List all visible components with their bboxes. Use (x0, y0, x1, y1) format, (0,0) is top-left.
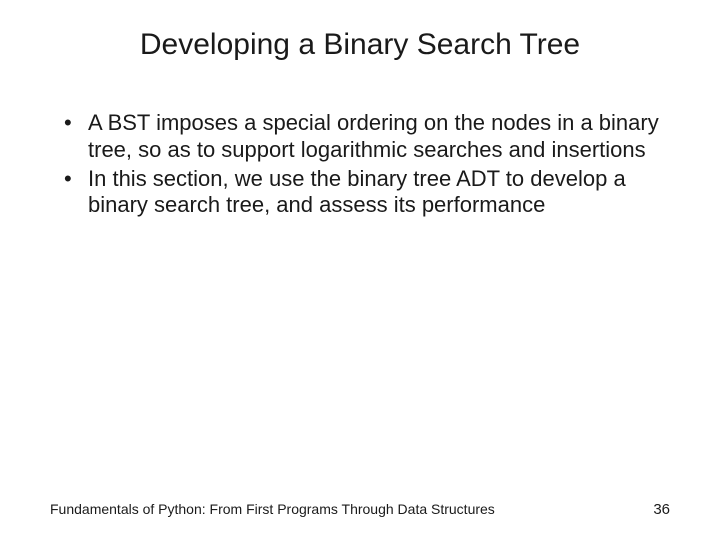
slide-container: Developing a Binary Search Tree A BST im… (0, 0, 720, 540)
bullet-item: In this section, we use the binary tree … (58, 166, 670, 220)
slide-content: A BST imposes a special ordering on the … (50, 110, 670, 219)
slide-footer: Fundamentals of Python: From First Progr… (50, 501, 670, 518)
bullet-item: A BST imposes a special ordering on the … (58, 110, 670, 164)
page-number: 36 (653, 501, 670, 518)
footer-text: Fundamentals of Python: From First Progr… (50, 501, 495, 517)
slide-title: Developing a Binary Search Tree (50, 28, 670, 62)
bullet-list: A BST imposes a special ordering on the … (58, 110, 670, 219)
